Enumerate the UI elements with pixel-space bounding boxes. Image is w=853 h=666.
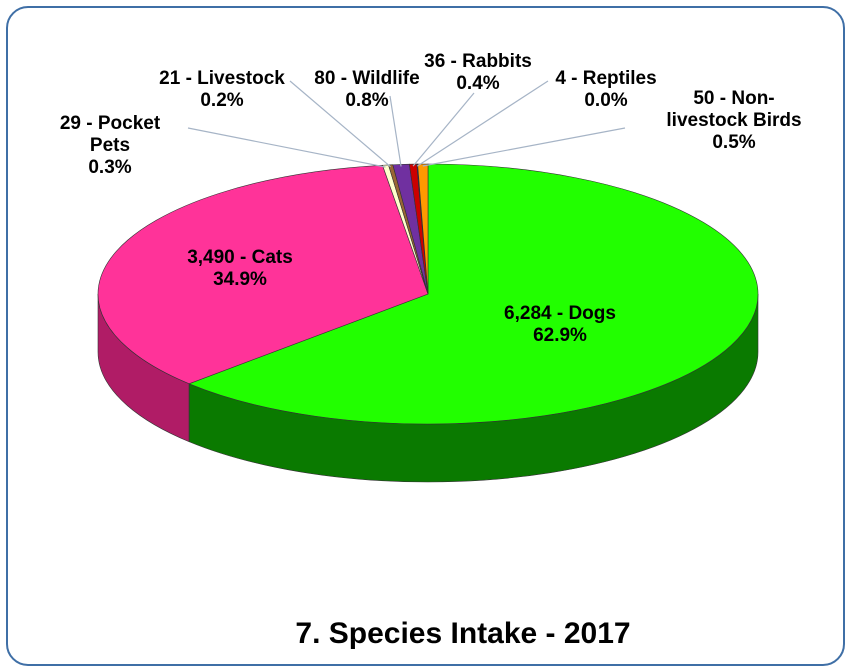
label-value-line2-pocket-pets: Pets <box>90 135 130 156</box>
label-value-rabbits: 36 - Rabbits <box>424 51 532 72</box>
label-percent-rabbits: 0.4% <box>456 73 499 94</box>
label-value-livestock: 21 - Livestock <box>159 68 285 89</box>
label-value-wildlife: 80 - Wildlife <box>314 68 419 89</box>
leader-line-non-livestock-birds <box>422 127 626 167</box>
label-value-non-livestock-birds: 50 - Non- <box>693 88 774 109</box>
leader-line-pocket-pets <box>187 127 386 168</box>
label-percent-cats: 34.9% <box>213 269 267 290</box>
chart-title: 7. Species Intake - 2017 <box>295 617 630 649</box>
label-value-line2-non-livestock-birds: livestock Birds <box>666 110 801 131</box>
label-value-pocket-pets: 29 - Pocket <box>60 113 161 134</box>
leader-line-reptiles <box>416 80 549 167</box>
label-value-cats: 3,490 - Cats <box>187 247 293 268</box>
leader-line-livestock <box>289 80 392 168</box>
label-value-dogs: 6,284 - Dogs <box>504 303 616 324</box>
label-value-reptiles: 4 - Reptiles <box>555 68 656 89</box>
label-percent-pocket-pets: 0.3% <box>88 157 131 178</box>
label-percent-wildlife: 0.8% <box>345 90 388 111</box>
label-percent-dogs: 62.9% <box>533 325 587 346</box>
label-percent-non-livestock-birds: 0.5% <box>712 132 755 153</box>
leader-line-rabbits <box>412 92 475 167</box>
label-percent-livestock: 0.2% <box>200 90 243 111</box>
label-percent-reptiles: 0.0% <box>584 90 627 111</box>
pie-slice-cats <box>97 164 429 385</box>
leader-line-wildlife <box>389 95 402 167</box>
pie-slice-dogs <box>188 163 759 425</box>
pie-slice-non-livestock-birds <box>417 163 429 295</box>
